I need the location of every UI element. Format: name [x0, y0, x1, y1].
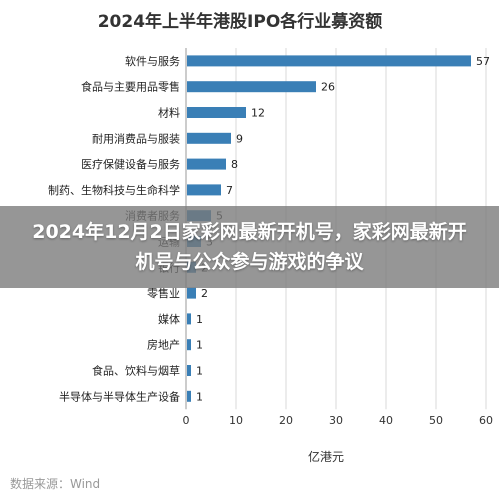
chart-title: 2024年上半年港股IPO各行业募资额	[98, 11, 383, 32]
value-label: 2	[201, 287, 208, 300]
bar	[187, 390, 191, 402]
x-tick-label: 40	[379, 414, 393, 427]
value-label: 57	[476, 55, 490, 68]
value-label: 1	[196, 313, 203, 326]
x-axis-label: 亿港元	[308, 449, 344, 464]
source-note: 数据来源：Wind	[10, 477, 101, 491]
category-label: 医疗保健设备与服务	[81, 157, 180, 171]
bar	[187, 158, 226, 170]
x-tick-label: 20	[279, 414, 293, 427]
category-label: 零售业	[147, 286, 180, 300]
value-label: 9	[236, 132, 243, 145]
x-tick-label: 10	[229, 414, 243, 427]
x-tick-label: 60	[479, 414, 493, 427]
value-label: 26	[321, 81, 335, 94]
overlay-banner: 2024年12月2日家彩网最新开机号，家彩网最新开机号与公众参与游戏的争议	[0, 206, 499, 288]
bar	[187, 132, 231, 144]
value-label: 12	[251, 107, 265, 120]
category-label: 房地产	[147, 338, 180, 352]
bar	[187, 81, 316, 93]
x-tick-label: 30	[329, 414, 343, 427]
category-label: 半导体与半导体生产设备	[59, 389, 180, 403]
x-tick-label: 0	[183, 414, 190, 427]
value-label: 1	[196, 390, 203, 403]
banner-text: 2024年12月2日家彩网最新开机号，家彩网最新开机号与公众参与游戏的争议	[32, 221, 467, 273]
category-label: 食品与主要用品零售	[81, 80, 180, 94]
x-tick-labels: 0 10 20 30 40 50 60	[183, 414, 494, 427]
category-label: 制药、生物科技与生命科学	[48, 183, 180, 197]
bar	[187, 313, 191, 325]
category-label: 软件与服务	[125, 54, 180, 68]
value-label: 7	[226, 184, 233, 197]
category-label: 材料	[158, 106, 180, 120]
x-tick-label: 50	[429, 414, 443, 427]
value-label: 1	[196, 339, 203, 352]
bar	[187, 184, 221, 196]
category-label: 媒体	[158, 312, 180, 326]
value-label: 1	[196, 365, 203, 378]
bar	[187, 107, 246, 118]
value-label: 8	[231, 158, 238, 171]
category-label: 食品、饮料与烟草	[92, 364, 180, 378]
bar	[187, 287, 196, 299]
bar	[187, 55, 471, 67]
category-label: 耐用消费品与服装	[92, 131, 180, 145]
bar	[187, 339, 191, 351]
bar	[187, 365, 191, 376]
